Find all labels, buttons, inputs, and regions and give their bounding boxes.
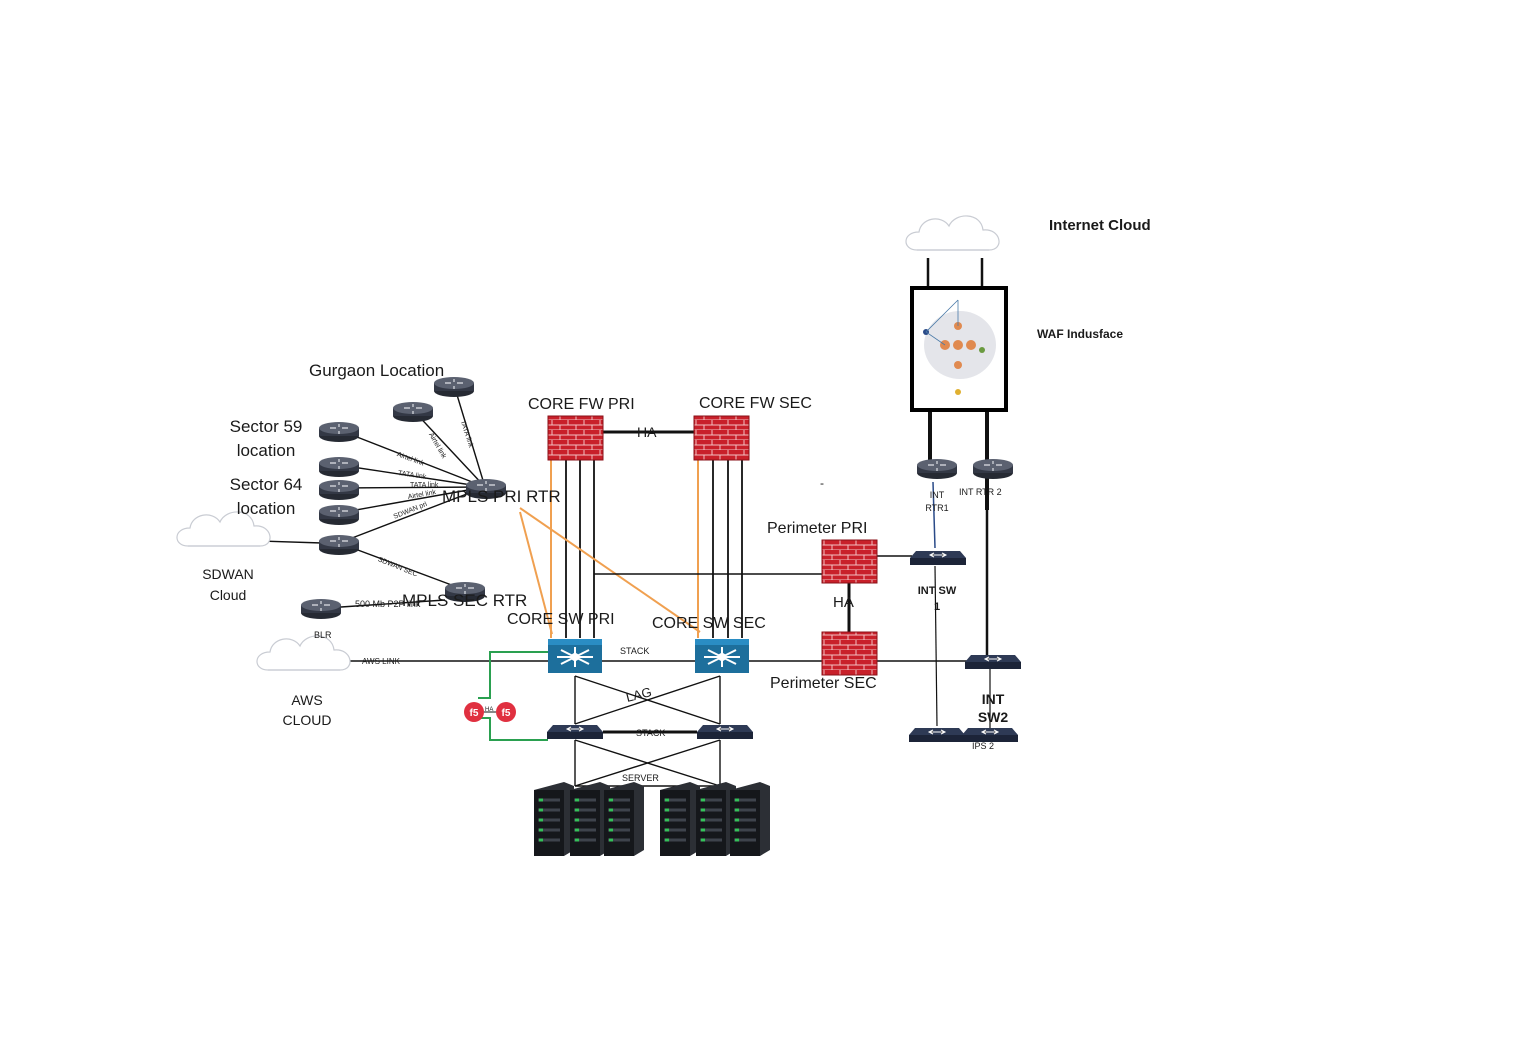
int-sw1-label: INT SW 1	[912, 585, 962, 613]
perimeter-pri-label: Perimeter PRI	[767, 520, 868, 537]
perimeter-sec-icon	[821, 631, 878, 676]
f5-pri-icon: f5	[464, 702, 484, 722]
stray-dash: -	[820, 476, 824, 490]
aws-label-line2: CLOUD	[282, 712, 332, 729]
ips1-icon	[908, 727, 966, 743]
sector59-router-icon-2	[318, 456, 360, 478]
server-label: SERVER	[622, 773, 659, 783]
int-sw1-label-line2: 1	[933, 600, 941, 613]
core-to-perimeter	[594, 555, 968, 662]
blr-router-icon	[300, 598, 342, 620]
sector59-label-line2: location	[236, 440, 296, 460]
sdwan-label-line1: SDWAN	[202, 566, 254, 582]
int-sw2-icon	[964, 654, 1022, 670]
waf-thumbnail-icon	[923, 299, 996, 395]
sector64-label-line1: Sector 64	[229, 475, 303, 494]
server-rack-icon-3	[602, 780, 646, 858]
server-stack-label: STACK	[636, 728, 666, 738]
core-ha-label: HA	[637, 424, 657, 440]
sector64-label-line2: location	[236, 498, 296, 518]
mpls-sec-label: MPLS SEC RTR	[402, 591, 528, 610]
orange-links	[519, 460, 701, 638]
int-rtr1-label: INT RTR1	[922, 490, 952, 514]
core-fw-pri-label: CORE FW PRI	[528, 396, 635, 413]
link-label-tata-2: TATA link	[410, 482, 439, 489]
server-rack-icon-4	[658, 780, 702, 858]
gurgaon-label: Gurgaon Location	[309, 361, 445, 380]
sector64-router-icon-2	[318, 504, 360, 526]
sdwan-cloud-label: SDWAN Cloud	[190, 566, 266, 603]
lag-links	[574, 675, 721, 725]
int-rtr1-label-line1: INT	[929, 490, 945, 500]
int-rtr1-label-line2: RTR1	[925, 503, 949, 514]
aws-cloud-label: AWS CLOUD	[270, 692, 344, 728]
int-sw2-label-line1: INT	[981, 691, 1005, 707]
link-label-blr-p2p: 500 Mb P2P link	[355, 599, 421, 609]
int-rtr2-label: INT RTR 2	[959, 487, 1002, 497]
mpls-pri-label: MPLS PRI RTR	[442, 487, 561, 506]
sdwan-label-line2: Cloud	[209, 587, 247, 604]
aws-cloud-icon	[256, 635, 351, 671]
waf-label: WAF Indusface	[1037, 327, 1124, 341]
sector59-label: Sector 59 location	[222, 417, 310, 460]
core-sw-sec-label: CORE SW SEC	[652, 615, 766, 632]
gurgaon-router-icon-2	[392, 401, 434, 423]
core-fw-sec-label: CORE FW SEC	[699, 395, 812, 412]
blr-label: BLR	[314, 630, 332, 640]
core-sw-pri-icon	[547, 638, 603, 674]
core-stack-label: STACK	[620, 646, 650, 656]
f5-ha-label: HA	[485, 707, 494, 713]
sector59-label-line1: Sector 59	[229, 417, 303, 436]
ips2-label: IPS 2	[972, 741, 995, 751]
server-switch-sec-icon	[696, 724, 754, 740]
f5-sec-icon: f5	[496, 702, 516, 722]
perimeter-ha-label: HA	[833, 594, 854, 611]
int-sw1-icon	[909, 550, 967, 566]
svg-text:f5: f5	[470, 708, 479, 719]
int-sw1-label-line1: INT SW	[917, 585, 957, 597]
int-rtr1-icon	[916, 458, 958, 480]
int-sw2-label-line2: SW2	[977, 709, 1009, 726]
int-sw2-label: INT SW2	[968, 691, 1018, 725]
ips2-icon	[961, 727, 1019, 743]
core-sw-pri-label: CORE SW PRI	[507, 611, 615, 628]
core-fw-sec-icon	[693, 415, 750, 461]
int-rtr2-icon	[972, 458, 1014, 480]
branch-links	[227, 384, 548, 662]
sector64-label: Sector 64 location	[222, 475, 310, 518]
server-switch-pri-icon	[546, 724, 604, 740]
perimeter-sec-label: Perimeter SEC	[770, 675, 877, 692]
server-rack-icon-1	[532, 780, 576, 858]
core-fw-pri-icon	[547, 415, 604, 461]
server-rack-icon-6	[728, 780, 772, 858]
svg-text:f5: f5	[502, 708, 511, 719]
link-label-aws: AWS LINK	[362, 657, 400, 666]
perimeter-pri-icon	[821, 539, 878, 584]
sector64-router-icon	[318, 479, 360, 501]
core-sw-sec-icon	[694, 638, 750, 674]
sdwan-router-icon	[318, 534, 360, 556]
internet-cloud-label: Internet Cloud	[1049, 217, 1151, 234]
sector59-router-icon	[318, 421, 360, 443]
aws-label-line1: AWS	[291, 692, 323, 708]
